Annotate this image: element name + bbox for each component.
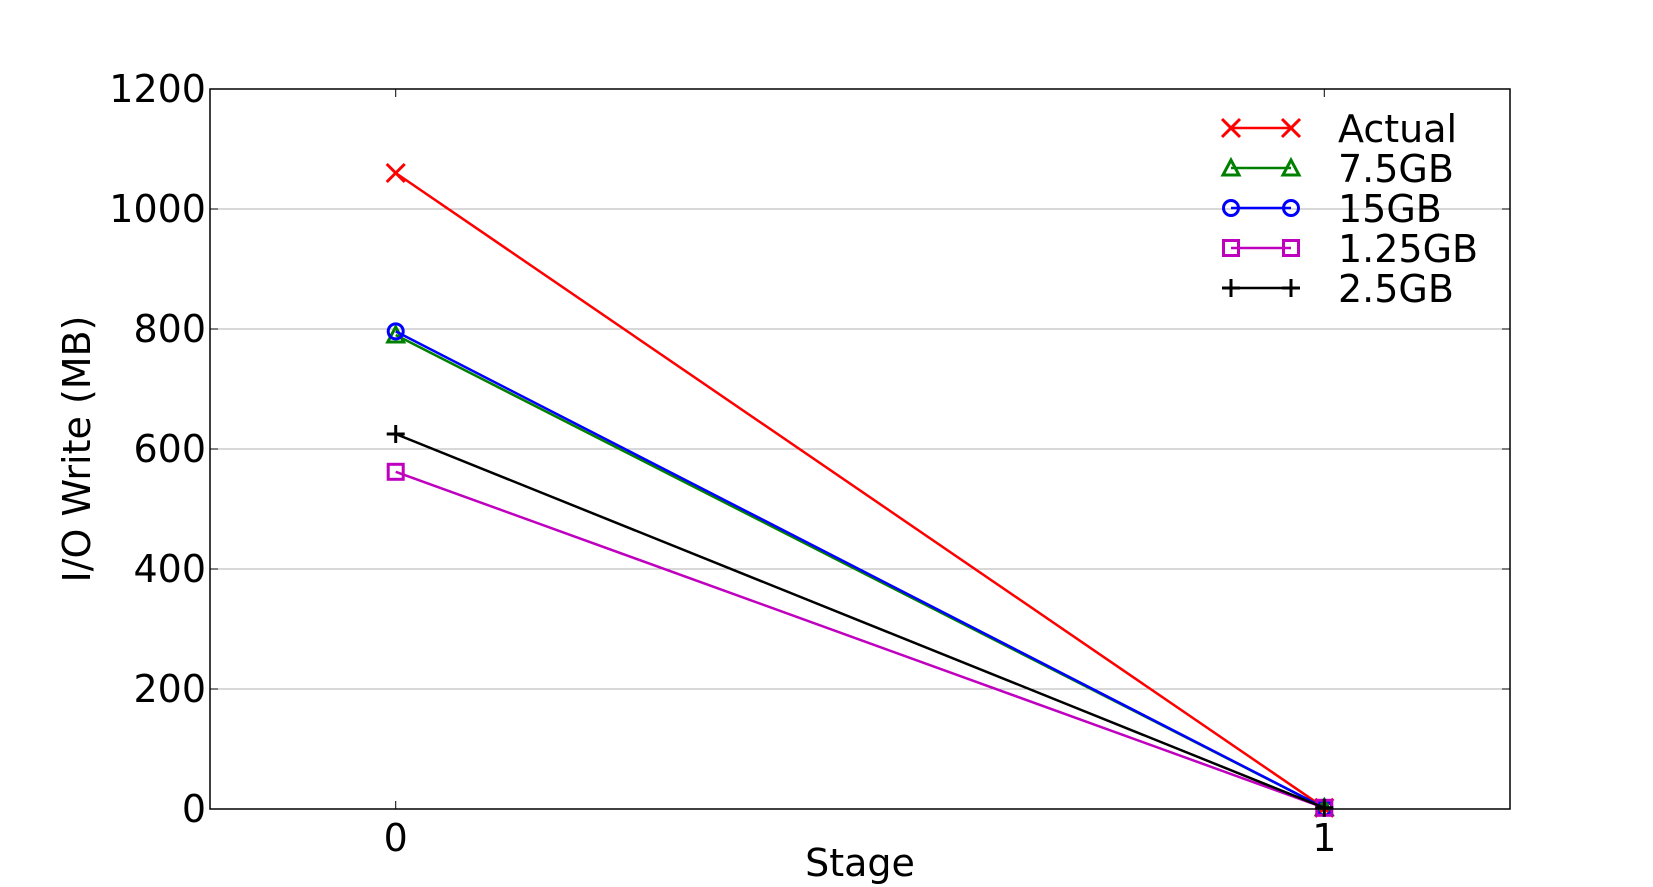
- marker-stroke: [1280, 117, 1302, 139]
- marker-circle: [1282, 199, 1300, 217]
- y-tick-label: 800: [133, 307, 206, 351]
- marker-x: [385, 162, 406, 184]
- marker-x: [1220, 117, 1242, 139]
- series-actual: [385, 162, 1335, 818]
- legend-entry: 2.5GB: [1222, 267, 1454, 311]
- series-line: [395, 432, 1325, 809]
- marker-stroke: [1220, 117, 1242, 139]
- grid-lines: [210, 208, 1510, 690]
- marker-plus: [1222, 279, 1240, 297]
- y-tick-label: 400: [133, 547, 206, 591]
- legend-label: 1.25GB: [1338, 227, 1478, 271]
- legend-label: 2.5GB: [1338, 267, 1454, 311]
- legend-entry: Actual: [1220, 107, 1457, 151]
- legend-label: 7.5GB: [1338, 147, 1454, 191]
- series-lines: [385, 162, 1335, 818]
- series-2-5gb: [386, 425, 1334, 817]
- marker-triangle: [1280, 156, 1302, 177]
- legend-label: Actual: [1338, 107, 1457, 151]
- series-15gb: [386, 322, 1334, 817]
- y-tick-label: 1200: [109, 67, 206, 111]
- y-tick-label: 0: [182, 787, 206, 831]
- y-axis-label: I/O Write (MB): [55, 316, 99, 583]
- y-tick-label: 600: [133, 427, 206, 471]
- marker-circle: [1222, 199, 1240, 217]
- marker-plus: [386, 425, 405, 443]
- y-tick-label: 1000: [109, 187, 206, 231]
- series-line: [395, 171, 1325, 809]
- y-axis-ticks: 0 200 400 600 800 1000 1200: [109, 67, 1510, 831]
- marker-stroke: [385, 162, 406, 184]
- series-line: [395, 330, 1325, 809]
- marker-plus: [1282, 279, 1300, 297]
- series-line: [395, 470, 1325, 809]
- legend-entry: 7.5GB: [1220, 147, 1454, 191]
- x-axis-label: Stage: [805, 841, 915, 885]
- marker-square: [386, 462, 405, 481]
- x-tick-label: 0: [384, 816, 408, 860]
- x-tick-label: 1: [1312, 816, 1336, 860]
- marker-square: [1282, 239, 1300, 257]
- legend-entry: 15GB: [1222, 187, 1442, 231]
- marker-circle: [386, 322, 405, 341]
- marker-x: [1280, 117, 1302, 139]
- legend-label: 15GB: [1338, 187, 1442, 231]
- y-tick-label: 200: [133, 667, 206, 711]
- series-1-25gb: [386, 462, 1334, 817]
- legend-entry: 1.25GB: [1222, 227, 1478, 271]
- marker-triangle: [1220, 156, 1242, 177]
- marker-square: [1222, 239, 1240, 257]
